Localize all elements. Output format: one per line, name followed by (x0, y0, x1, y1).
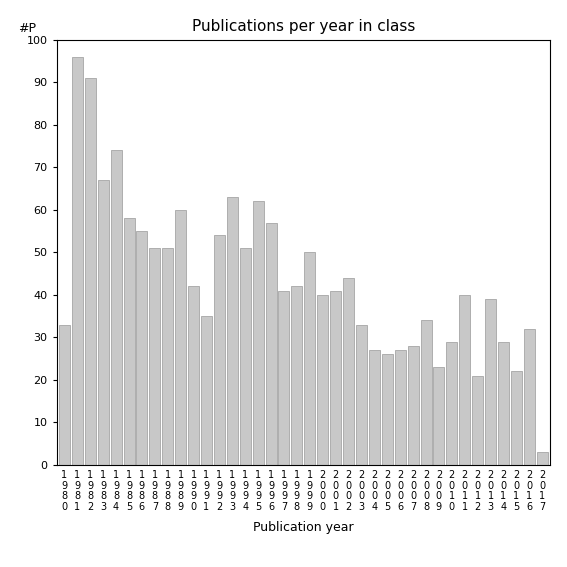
Bar (343, 278, 354, 465)
Bar (85, 78, 96, 465)
Bar (498, 341, 509, 465)
Bar (421, 320, 431, 465)
Bar (253, 201, 264, 465)
Y-axis label: #P: #P (18, 23, 36, 35)
Bar (149, 248, 160, 465)
Bar (124, 218, 134, 465)
Bar (408, 346, 418, 465)
Bar (537, 452, 548, 465)
Bar (433, 367, 445, 465)
Bar (511, 371, 522, 465)
Bar (317, 295, 328, 465)
Bar (330, 290, 341, 465)
Bar (459, 295, 470, 465)
Bar (59, 324, 70, 465)
Bar (214, 235, 225, 465)
Bar (111, 150, 121, 465)
Bar (278, 290, 290, 465)
Bar (201, 316, 212, 465)
Bar (240, 248, 251, 465)
Bar (446, 341, 458, 465)
Bar (72, 57, 83, 465)
X-axis label: Publication year: Publication year (253, 521, 354, 534)
Bar (175, 210, 186, 465)
Bar (485, 299, 496, 465)
Bar (265, 222, 277, 465)
Bar (395, 350, 405, 465)
Bar (356, 324, 367, 465)
Bar (304, 252, 315, 465)
Bar (162, 248, 174, 465)
Bar (137, 231, 147, 465)
Bar (369, 350, 380, 465)
Bar (227, 197, 238, 465)
Bar (524, 329, 535, 465)
Bar (98, 180, 109, 465)
Bar (472, 375, 483, 465)
Bar (188, 286, 199, 465)
Bar (382, 354, 393, 465)
Title: Publications per year in class: Publications per year in class (192, 19, 415, 35)
Bar (291, 286, 302, 465)
